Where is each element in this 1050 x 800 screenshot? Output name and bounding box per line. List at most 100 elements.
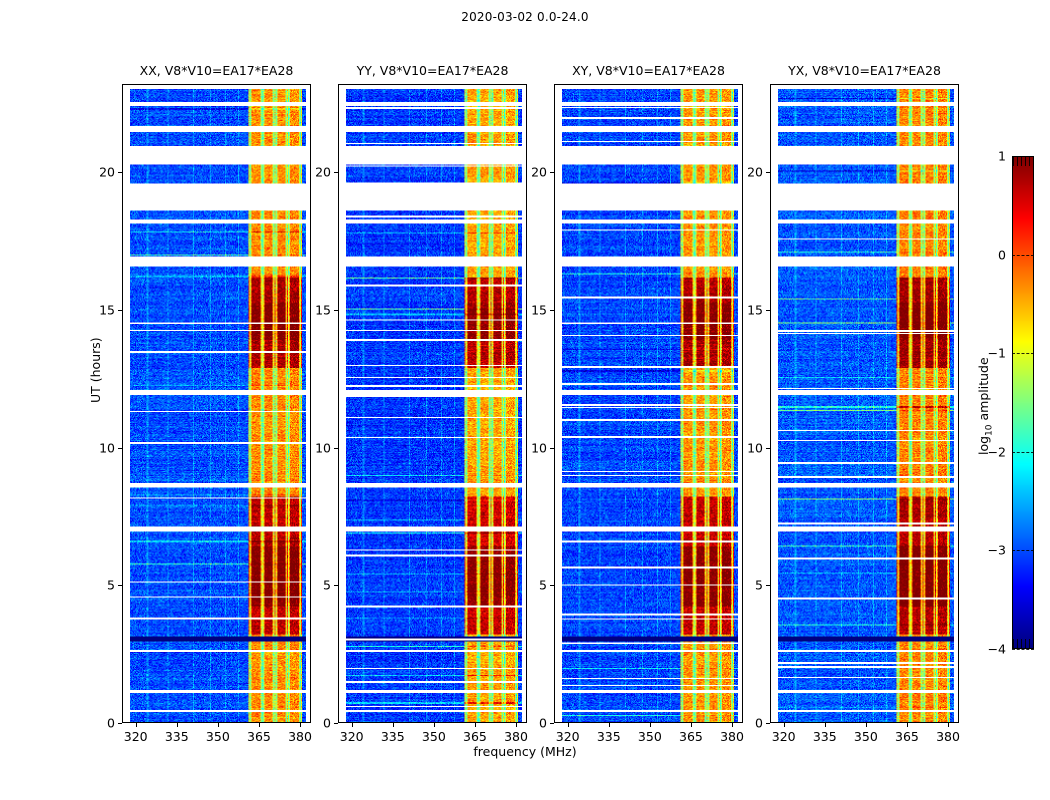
colorbar-label: log10 amplitude: [976, 357, 995, 455]
panel-yx[interactable]: YX, V8*V10=EA17*EA28 320 335 350 365 380 0 5 10 1…: [747, 63, 960, 744]
colorbar-tick: [1012, 649, 1034, 650]
panel-xx-xtick-label: 380: [288, 729, 312, 744]
panel-xx-ytick-label: 0: [107, 715, 115, 731]
panel-yy-xtick-label: 320: [339, 729, 364, 744]
panel-yy-waterfall-image: [339, 85, 526, 722]
panel-yy-title: YY, V8*V10=EA17*EA28: [356, 63, 509, 78]
colorbar-tick: [1012, 156, 1034, 157]
panel-yx-ytick: [766, 309, 770, 311]
colorbar-tick: [1012, 353, 1034, 355]
panel-yy-xtick: [392, 723, 394, 727]
panel-yx-axes: [770, 84, 959, 723]
panel-xy-xtick: [608, 723, 610, 727]
colorbar-tick-label: −1: [987, 345, 1006, 361]
panel-yx-ytick: [766, 172, 770, 174]
panel-xx-ytick-label: 15: [99, 302, 115, 318]
panel-xy-ytick: [550, 172, 554, 174]
panel-yy-xtick: [433, 723, 435, 727]
panel-xx-ytick-label: 20: [99, 164, 115, 180]
panel-xy-ytick-label: 5: [539, 577, 547, 593]
colorbar-tick: [1012, 254, 1034, 256]
panel-xy-ytick: [550, 585, 554, 587]
panel-xx-xtick-label: 365: [247, 729, 271, 744]
panel-yx-ytick-label: 0: [755, 715, 763, 731]
panel-yx-ytick: [766, 585, 770, 587]
panel-yy-xtick-label: 335: [380, 729, 405, 744]
colorbar-tick-label: −2: [987, 444, 1006, 460]
panel-xy-ytick-label: 15: [531, 302, 547, 318]
panel-yy-ytick: [334, 447, 338, 449]
panel-xy-xtick-label: 365: [679, 729, 703, 744]
panel-yy-axes: [338, 84, 527, 723]
panel-xy-axes: [554, 84, 743, 723]
figure-suptitle: 2020-03-02 0.0-24.0: [461, 10, 589, 24]
panel-yy-ytick: [334, 585, 338, 587]
panel-xy-ytick-label: 20: [531, 164, 547, 180]
panel-yx-xtick-label: 365: [895, 729, 919, 744]
colorbar-tick-label: −3: [987, 542, 1006, 558]
panel-yx-ytick: [766, 447, 770, 449]
panel-yy[interactable]: YY, V8*V10=EA17*EA28 320 335 350 365 380 0 5 10 1…: [315, 63, 528, 744]
panel-yx-xtick: [865, 723, 867, 727]
panel-yy-xtick-label: 380: [504, 729, 528, 744]
panel-xx-xtick: [300, 723, 302, 727]
panel-yy-ytick-label: 15: [315, 302, 331, 318]
panel-xx-ytick: [118, 723, 122, 724]
panel-yx-xtick-label: 350: [853, 729, 878, 744]
colorbar-tick-label: −4: [987, 641, 1006, 657]
panel-yx-ytick: [766, 723, 770, 724]
panel-yy-ytick-label: 20: [315, 164, 331, 180]
panel-yy-ytick: [334, 723, 338, 724]
panel-yy-xtick: [474, 723, 476, 727]
panel-yy-ytick-label: 0: [323, 715, 331, 731]
panel-xy-ytick-label: 0: [539, 715, 547, 731]
panel-xy-xtick: [690, 723, 692, 727]
panel-xx-xtick: [217, 723, 219, 727]
panel-xx-ytick-label: 5: [107, 577, 115, 593]
panel-xy-xtick-label: 320: [555, 729, 580, 744]
colorbar-tick-label: 1: [998, 148, 1006, 164]
panel-yx-xtick: [906, 723, 908, 727]
panel-yy-xtick: [351, 723, 353, 727]
panel-xx-ytick: [118, 172, 122, 174]
panel-xx-axes: [122, 84, 311, 723]
panel-yx-xtick: [948, 723, 950, 727]
panel-xx-title: XX, V8*V10=EA17*EA28: [139, 63, 294, 78]
panel-yx-ytick-label: 15: [747, 302, 763, 318]
panel-xy[interactable]: XY, V8*V10=EA17*EA28 320 335 350 365 380 0 5 10 1…: [531, 63, 744, 744]
panel-xy-ytick: [550, 447, 554, 449]
panel-yx-ytick-label: 20: [747, 164, 763, 180]
panel-xx-ytick: [118, 447, 122, 449]
panel-xy-ytick: [550, 723, 554, 724]
panel-yy-ytick-label: 10: [315, 440, 331, 456]
panel-xx-ytick: [118, 309, 122, 311]
panel-xx-waterfall-image: [123, 85, 310, 722]
panel-yy-xtick: [516, 723, 518, 727]
panel-xx-xtick: [176, 723, 178, 727]
panel-xy-xtick-label: 350: [637, 729, 662, 744]
panel-yx-waterfall-image: [771, 85, 958, 722]
panel-xy-ytick-label: 10: [531, 440, 547, 456]
panel-xx-xtick-label: 335: [164, 729, 189, 744]
colorbar[interactable]: 1 0 −1 −2 −3 −4: [988, 149, 1034, 657]
panel-xy-title: XY, V8*V10=EA17*EA28: [572, 63, 725, 78]
panel-xy-ytick: [550, 309, 554, 311]
panel-yx-xtick-label: 335: [812, 729, 837, 744]
panel-xx-xtick: [135, 723, 137, 727]
x-axis-label: frequency (MHz): [473, 744, 577, 759]
panel-yx-xtick-label: 380: [936, 729, 960, 744]
panel-yx-xtick: [824, 723, 826, 727]
panel-xx-xtick-label: 350: [205, 729, 230, 744]
colorbar-tick-label: 0: [998, 247, 1006, 263]
panel-xy-xtick: [567, 723, 569, 727]
panel-xx[interactable]: XX, V8*V10=EA17*EA28 320 335 350 365 380 0 5 10 1…: [99, 63, 312, 744]
panel-xy-xtick: [649, 723, 651, 727]
panel-yx-xtick: [783, 723, 785, 727]
panel-xy-xtick: [732, 723, 734, 727]
panel-yx-xtick-label: 320: [771, 729, 796, 744]
panel-yy-xtick-label: 365: [463, 729, 487, 744]
panel-yy-ytick-label: 5: [323, 577, 331, 593]
panel-yx-ytick-label: 10: [747, 440, 763, 456]
panel-xy-waterfall-image: [555, 85, 742, 722]
